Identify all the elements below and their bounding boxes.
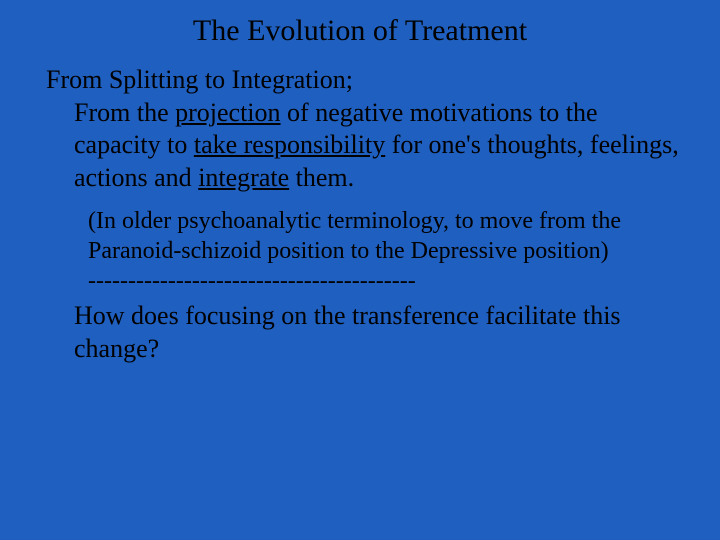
body-paragraph: From the projection of negative motivati… bbox=[46, 97, 682, 195]
question-text: How does focusing on the transference fa… bbox=[74, 301, 621, 363]
divider-line: ----------------------------------------… bbox=[88, 266, 662, 296]
question-block: How does focusing on the transference fa… bbox=[46, 300, 672, 365]
underline-projection: projection bbox=[175, 98, 280, 127]
underline-take-responsibility: take responsibility bbox=[194, 130, 385, 159]
slide-title: The Evolution of Treatment bbox=[28, 14, 692, 48]
body-text-d: them. bbox=[289, 163, 354, 192]
sub-text-block: (In older psychoanalytic terminology, to… bbox=[88, 206, 662, 296]
underline-integrate: integrate bbox=[198, 163, 289, 192]
body-line-1: From Splitting to Integration; bbox=[46, 64, 682, 97]
slide-container: The Evolution of Treatment From Splittin… bbox=[0, 0, 720, 540]
body-text: From Splitting to Integration; From the … bbox=[46, 64, 682, 194]
sub-paragraph: (In older psychoanalytic terminology, to… bbox=[88, 206, 662, 266]
body-text-a: From the bbox=[74, 98, 175, 127]
